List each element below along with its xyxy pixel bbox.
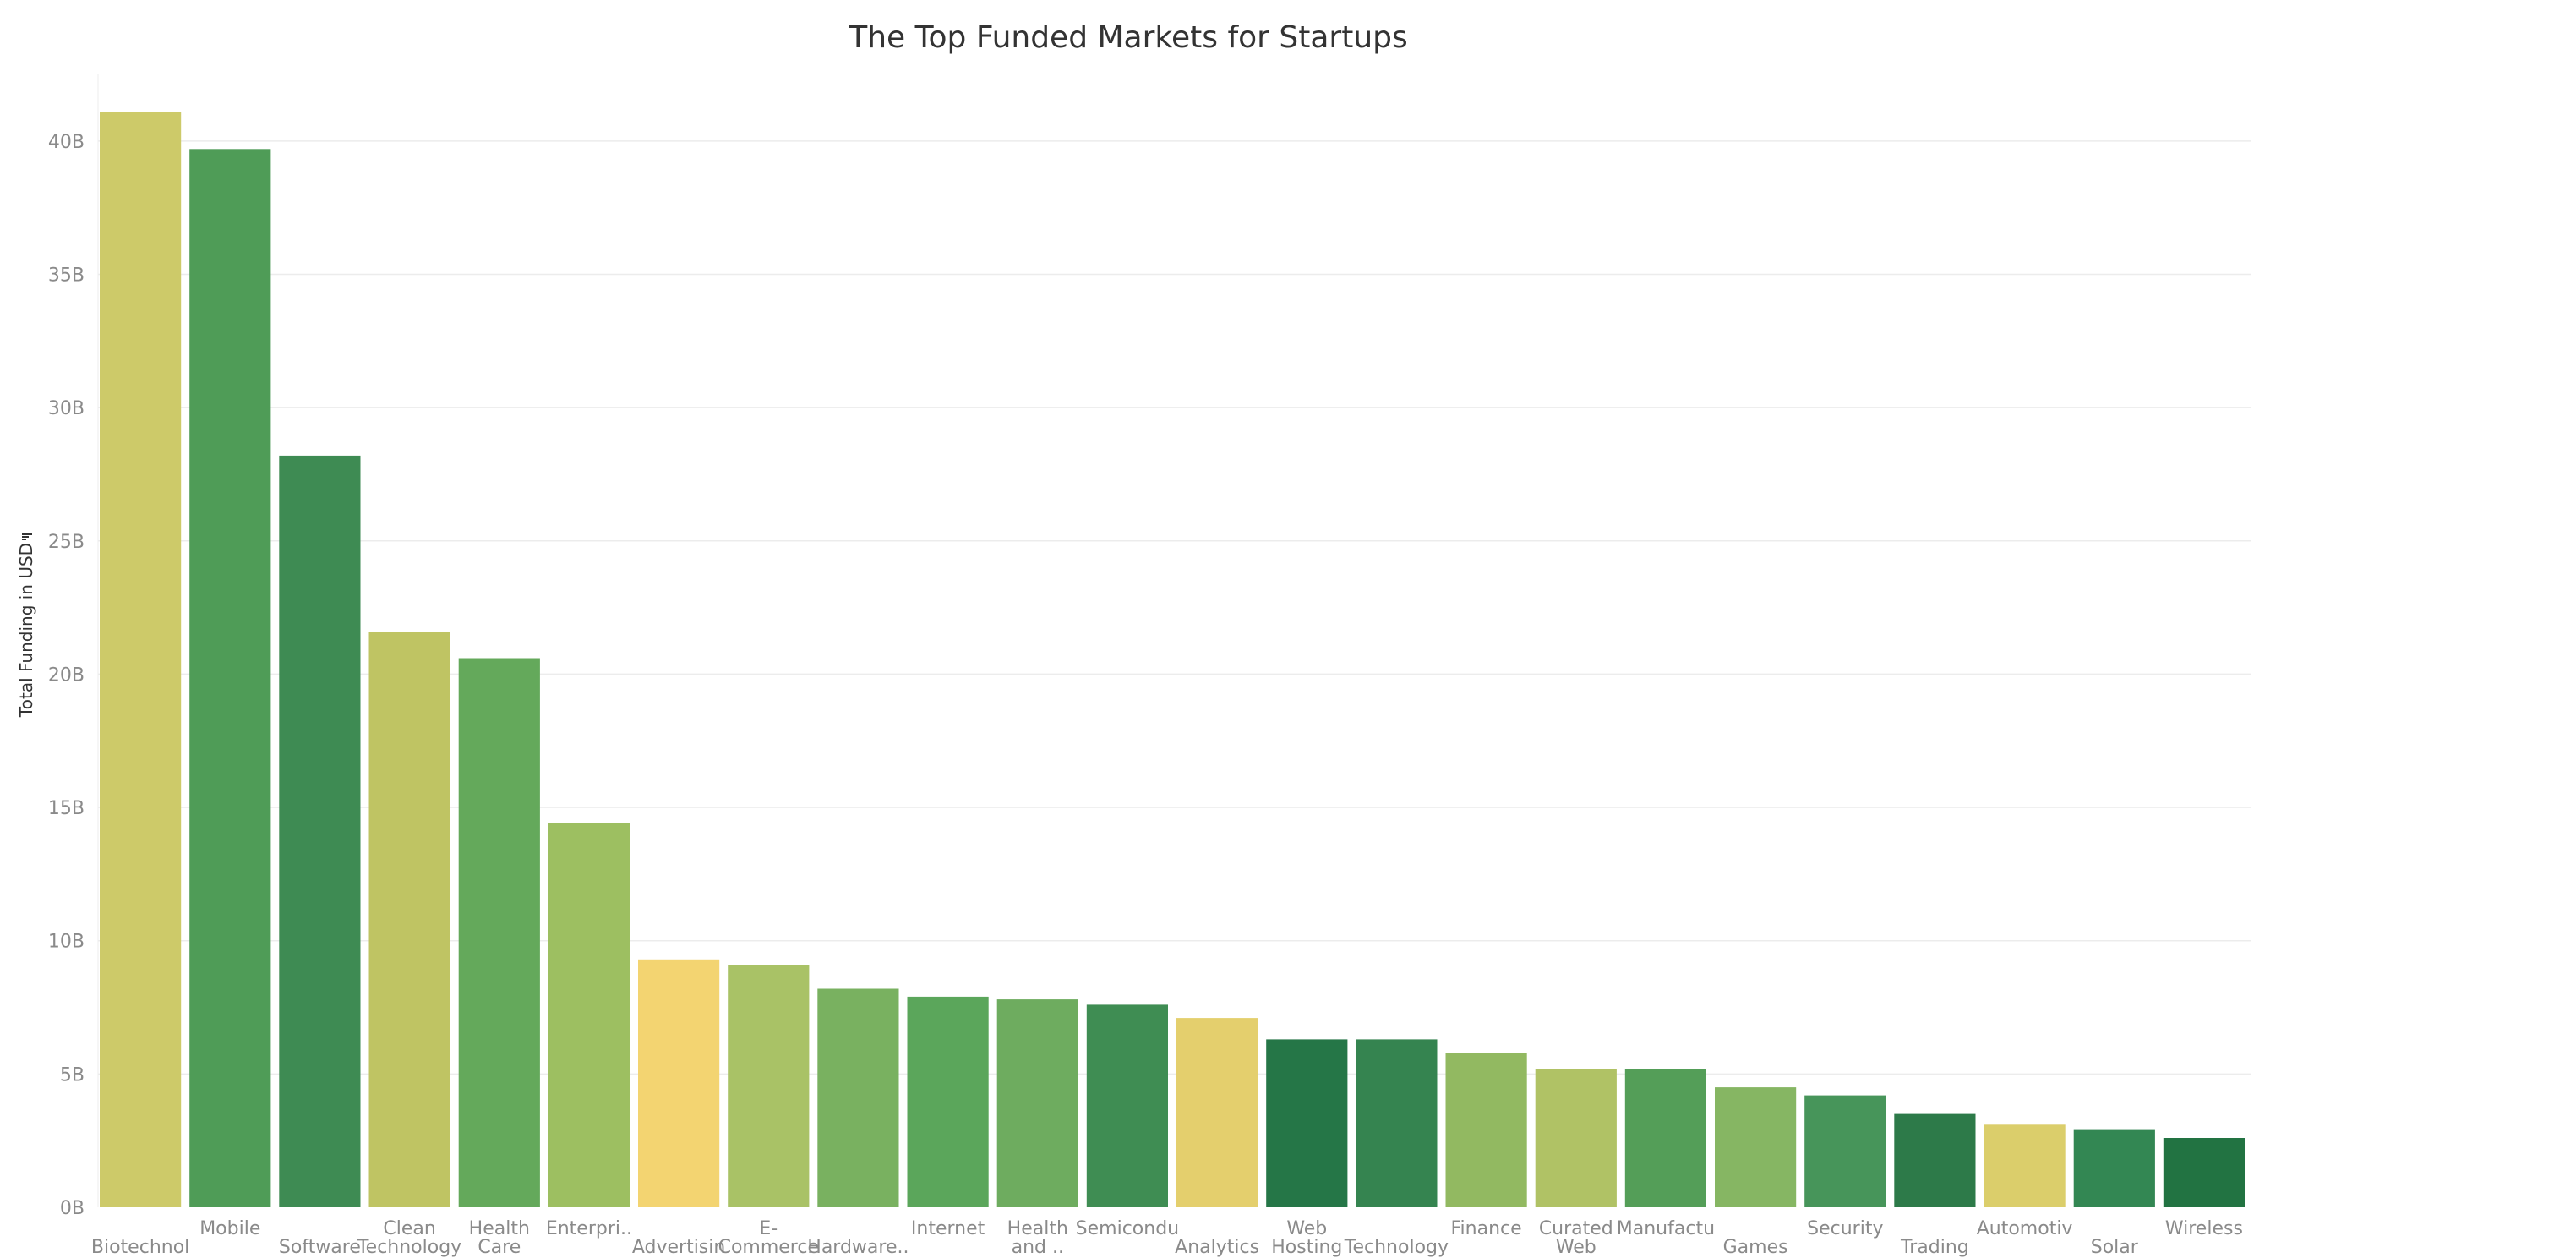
- bar[interactable]: [1535, 1069, 1617, 1207]
- x-tick-label: Technology: [357, 1237, 461, 1258]
- x-tick-label: Analytics: [1175, 1237, 1259, 1258]
- bars: [100, 112, 2245, 1208]
- bar[interactable]: [1624, 1069, 1706, 1207]
- x-tick-label: Enterpri..: [546, 1218, 632, 1239]
- x-tick-label: Manufactu: [1617, 1218, 1715, 1239]
- x-tick-label: Semicondu: [1076, 1218, 1179, 1239]
- bar[interactable]: [1445, 1053, 1527, 1207]
- x-tick-label: Trading: [1900, 1237, 1969, 1258]
- x-tick-label: Care: [478, 1237, 521, 1258]
- x-tick-label: Finance: [1451, 1218, 1522, 1239]
- bar[interactable]: [638, 959, 720, 1207]
- x-tick-label: Web: [1286, 1218, 1327, 1239]
- x-tick-label: Clean: [383, 1218, 435, 1239]
- bar[interactable]: [728, 965, 810, 1207]
- x-tick-label: Hardware..: [807, 1237, 909, 1258]
- chart-title: The Top Funded Markets for Startups: [848, 20, 1408, 55]
- bar[interactable]: [1086, 1004, 1168, 1207]
- bar[interactable]: [2073, 1129, 2155, 1207]
- x-tick-label: E-: [759, 1218, 778, 1239]
- bar[interactable]: [1804, 1095, 1886, 1207]
- x-tick-label: Curated: [1539, 1218, 1613, 1239]
- bar[interactable]: [1715, 1087, 1797, 1207]
- y-axis: 0B 5B 10B 15B 20B 25B 30B 35B 40B: [48, 74, 99, 1219]
- bar[interactable]: [996, 999, 1078, 1207]
- bar[interactable]: [368, 632, 450, 1207]
- x-tick-label: Commerce: [718, 1237, 819, 1258]
- x-tick-label: Wireless: [2165, 1218, 2243, 1239]
- y-axis-label: Total Funding in USD: [16, 543, 36, 718]
- y-tick-label: 20B: [48, 665, 85, 686]
- y-tick-label: 15B: [48, 798, 85, 819]
- x-tick-label: Health: [1007, 1218, 1068, 1239]
- y-tick-label: 40B: [48, 132, 85, 153]
- x-tick-label: Hosting: [1271, 1237, 1342, 1258]
- y-tick-label: 0B: [60, 1198, 85, 1219]
- y-tick-label: 30B: [48, 398, 85, 419]
- x-tick-label: Advertisin: [632, 1237, 725, 1258]
- x-tick-label: Health: [469, 1218, 530, 1239]
- bar[interactable]: [1894, 1113, 1976, 1207]
- gridlines: [98, 140, 2251, 1075]
- bar[interactable]: [1984, 1124, 2066, 1207]
- x-tick-label: Mobile: [199, 1218, 260, 1239]
- bar[interactable]: [458, 658, 540, 1208]
- bar[interactable]: [1356, 1039, 1438, 1207]
- x-tick-label: Biotechnol: [91, 1237, 189, 1258]
- bar[interactable]: [548, 823, 630, 1207]
- x-tick-label: Automotiv: [1977, 1218, 2073, 1239]
- x-tick-label: Internet: [911, 1218, 985, 1239]
- y-tick-label: 5B: [60, 1064, 85, 1086]
- bar[interactable]: [189, 149, 271, 1207]
- x-tick-label: Games: [1723, 1237, 1788, 1258]
- bar[interactable]: [100, 112, 182, 1208]
- x-tick-label: Web: [1556, 1237, 1596, 1258]
- bar[interactable]: [1266, 1039, 1348, 1207]
- x-tick-label: Software: [279, 1237, 361, 1258]
- y-tick-label: 25B: [48, 532, 85, 553]
- x-tick-label: Technology: [1344, 1237, 1449, 1258]
- x-tick-label: Solar: [2091, 1237, 2139, 1258]
- sort-icon[interactable]: [22, 533, 32, 540]
- bar[interactable]: [817, 988, 899, 1208]
- bar[interactable]: [2163, 1138, 2245, 1207]
- y-tick-label: 35B: [48, 265, 85, 286]
- bar[interactable]: [1176, 1018, 1258, 1207]
- bar[interactable]: [907, 996, 989, 1207]
- bar[interactable]: [279, 455, 361, 1207]
- x-tick-label: and ..: [1012, 1237, 1064, 1258]
- y-tick-label: 10B: [48, 932, 85, 953]
- x-tick-label: Security: [1807, 1218, 1883, 1239]
- x-axis-labels: BiotechnolMobileSoftwareCleanTechnologyH…: [91, 1218, 2243, 1258]
